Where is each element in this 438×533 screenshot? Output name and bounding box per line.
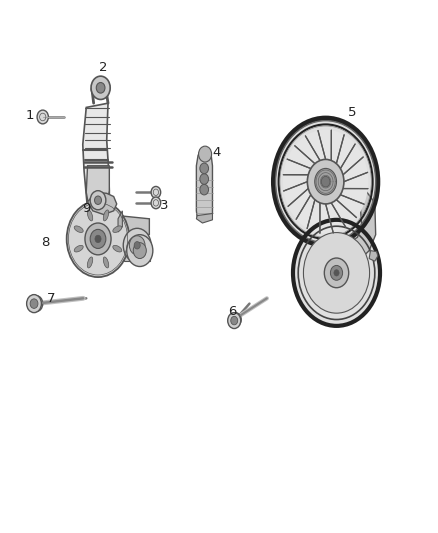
Circle shape bbox=[228, 313, 241, 328]
Circle shape bbox=[27, 295, 42, 313]
Circle shape bbox=[151, 187, 161, 198]
Circle shape bbox=[198, 146, 212, 162]
Polygon shape bbox=[86, 166, 110, 209]
Circle shape bbox=[330, 265, 343, 280]
Circle shape bbox=[133, 243, 146, 259]
Ellipse shape bbox=[113, 226, 122, 232]
Circle shape bbox=[127, 235, 153, 266]
Circle shape bbox=[200, 174, 208, 184]
Text: 5: 5 bbox=[347, 106, 356, 119]
Circle shape bbox=[315, 168, 336, 195]
Polygon shape bbox=[369, 251, 378, 261]
Circle shape bbox=[85, 223, 111, 255]
Circle shape bbox=[67, 201, 129, 277]
Text: 8: 8 bbox=[41, 236, 49, 249]
Circle shape bbox=[90, 191, 106, 210]
Circle shape bbox=[134, 241, 140, 249]
Circle shape bbox=[307, 159, 344, 204]
Polygon shape bbox=[88, 192, 117, 215]
Circle shape bbox=[273, 118, 378, 245]
Circle shape bbox=[283, 130, 368, 233]
Polygon shape bbox=[124, 245, 150, 261]
Circle shape bbox=[200, 163, 208, 174]
Ellipse shape bbox=[103, 210, 109, 221]
Circle shape bbox=[231, 317, 238, 325]
Circle shape bbox=[30, 299, 38, 309]
Polygon shape bbox=[118, 211, 122, 232]
Polygon shape bbox=[110, 203, 149, 235]
Circle shape bbox=[90, 229, 106, 248]
Circle shape bbox=[95, 196, 102, 205]
Text: 3: 3 bbox=[160, 199, 169, 212]
Circle shape bbox=[30, 296, 43, 312]
Text: 2: 2 bbox=[99, 61, 108, 74]
Circle shape bbox=[123, 228, 151, 262]
Circle shape bbox=[91, 76, 110, 100]
Ellipse shape bbox=[113, 245, 122, 252]
Circle shape bbox=[37, 110, 48, 124]
Text: 6: 6 bbox=[228, 305, 236, 318]
Ellipse shape bbox=[87, 257, 93, 268]
Ellipse shape bbox=[87, 210, 93, 221]
Ellipse shape bbox=[74, 226, 83, 232]
Circle shape bbox=[321, 176, 330, 187]
Polygon shape bbox=[196, 214, 212, 223]
Circle shape bbox=[200, 184, 208, 195]
Circle shape bbox=[324, 258, 349, 288]
Text: 7: 7 bbox=[47, 292, 56, 305]
Circle shape bbox=[96, 83, 105, 93]
Polygon shape bbox=[346, 182, 376, 261]
Text: 9: 9 bbox=[82, 201, 90, 215]
Circle shape bbox=[230, 313, 241, 326]
Circle shape bbox=[304, 232, 370, 313]
Polygon shape bbox=[83, 103, 110, 209]
Polygon shape bbox=[196, 150, 212, 221]
Circle shape bbox=[151, 197, 161, 209]
Circle shape bbox=[95, 235, 101, 243]
Text: 1: 1 bbox=[25, 109, 34, 122]
Ellipse shape bbox=[74, 245, 83, 252]
Circle shape bbox=[293, 220, 380, 326]
Circle shape bbox=[334, 270, 339, 276]
Ellipse shape bbox=[103, 257, 109, 268]
Circle shape bbox=[129, 236, 145, 255]
Text: 4: 4 bbox=[212, 146, 221, 159]
